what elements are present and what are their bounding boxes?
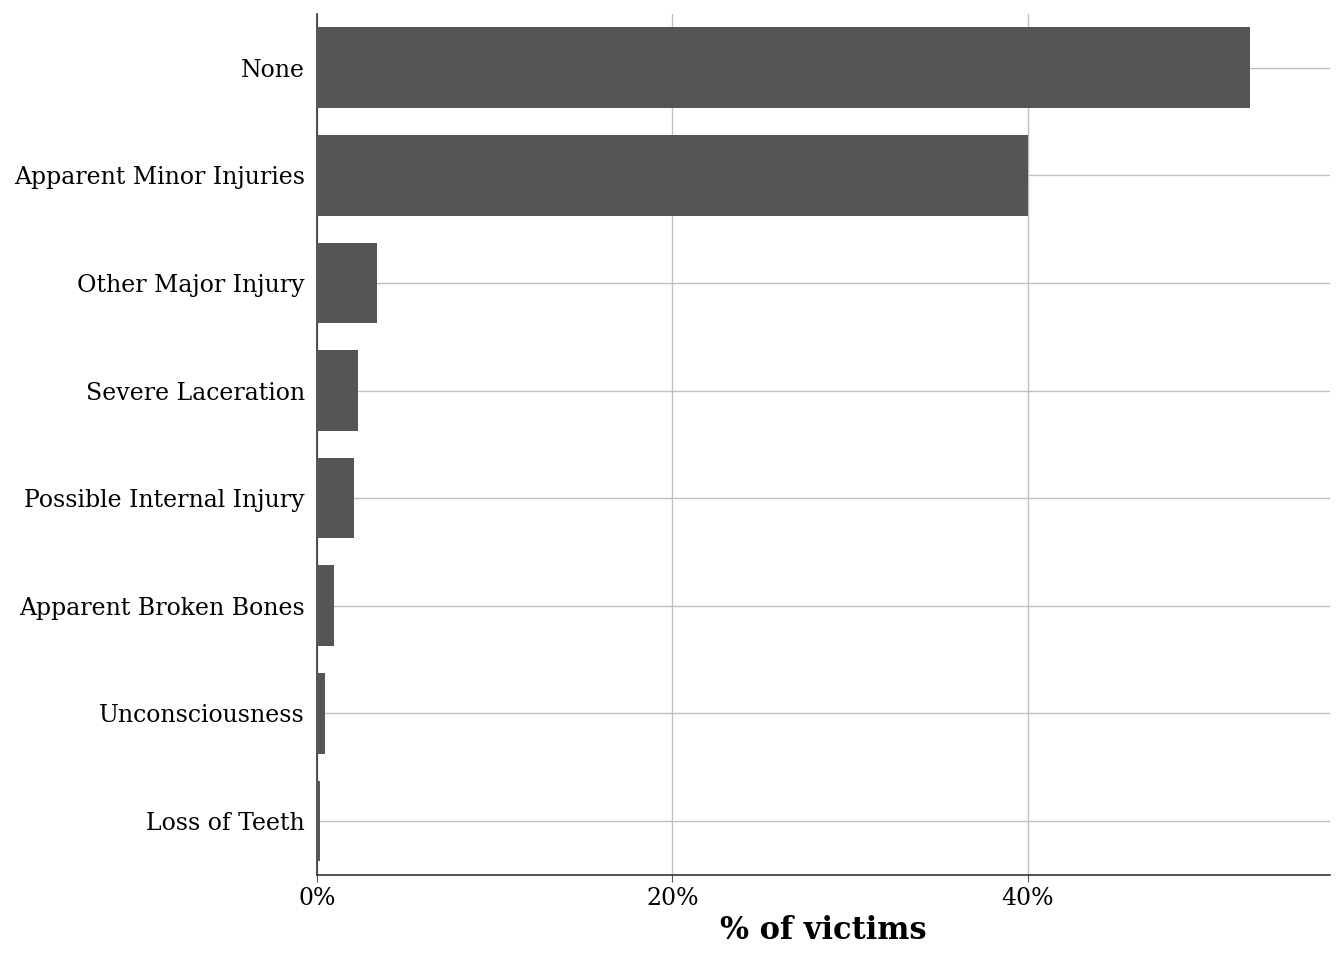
Bar [317, 565, 333, 646]
Bar [317, 27, 1250, 108]
X-axis label: % of victims: % of victims [720, 915, 927, 947]
Bar [317, 458, 353, 539]
Bar [317, 243, 378, 324]
Bar [317, 673, 325, 754]
Bar [317, 780, 320, 861]
Bar [317, 350, 358, 431]
Bar [317, 135, 1028, 216]
